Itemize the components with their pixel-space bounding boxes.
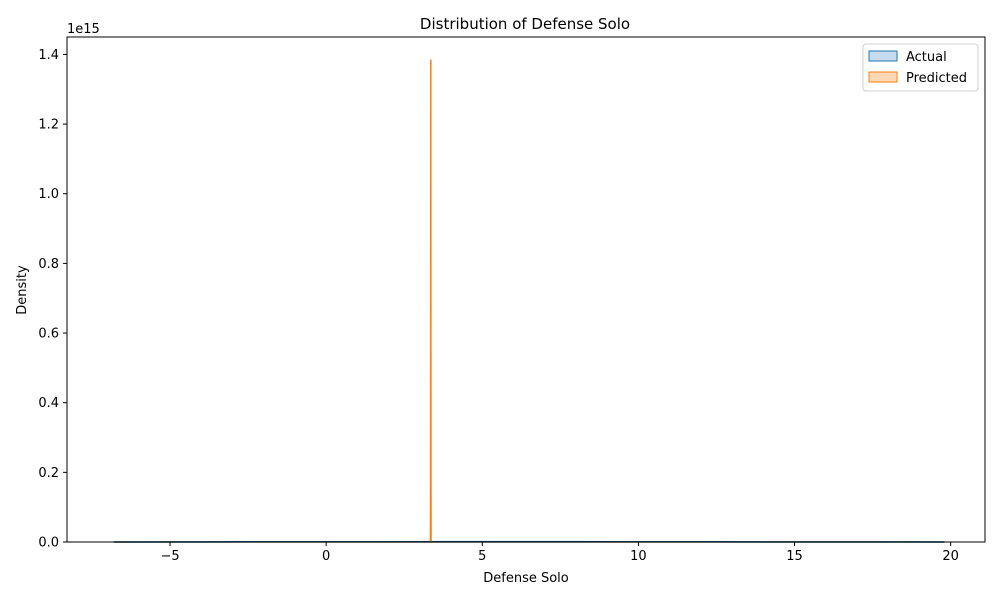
y-tick-label: 0.0 — [38, 536, 59, 551]
x-tick-label: 15 — [786, 549, 803, 564]
y-axis-label: Density — [15, 265, 30, 315]
y-tick-label: 0.8 — [38, 257, 59, 272]
series-line-predicted — [429, 59, 432, 543]
y-axis-ticks: 0.0 0.2 0.4 0.6 0.8 1.0 1.2 1.4 — [38, 48, 67, 551]
x-axis-ticks: −5 0 5 10 15 20 — [160, 542, 959, 564]
legend-label-actual: Actual — [906, 50, 947, 65]
legend-swatch-predicted — [868, 71, 898, 83]
legend-swatch-actual — [868, 50, 898, 62]
y-offset-label: 1e15 — [67, 22, 100, 37]
y-tick-label: 1.2 — [38, 118, 59, 133]
y-tick-label: 0.2 — [38, 466, 59, 481]
legend: Actual Predicted — [862, 43, 979, 92]
plot-frame — [66, 36, 986, 543]
y-tick-label: 0.4 — [38, 396, 59, 411]
y-tick-label: 1.0 — [38, 187, 59, 202]
x-axis-label: Defense Solo — [483, 571, 569, 586]
x-tick-label: 0 — [322, 549, 330, 564]
x-tick-label: −5 — [160, 549, 179, 564]
x-tick-label: 10 — [630, 549, 647, 564]
plot-area — [113, 59, 945, 543]
x-tick-label: 5 — [478, 549, 486, 564]
chart-title: Distribution of Defense Solo — [420, 15, 630, 33]
y-tick-label: 0.6 — [38, 327, 59, 342]
y-tick-label: 1.4 — [38, 48, 59, 63]
legend-label-predicted: Predicted — [906, 71, 967, 86]
x-tick-label: 20 — [942, 549, 959, 564]
